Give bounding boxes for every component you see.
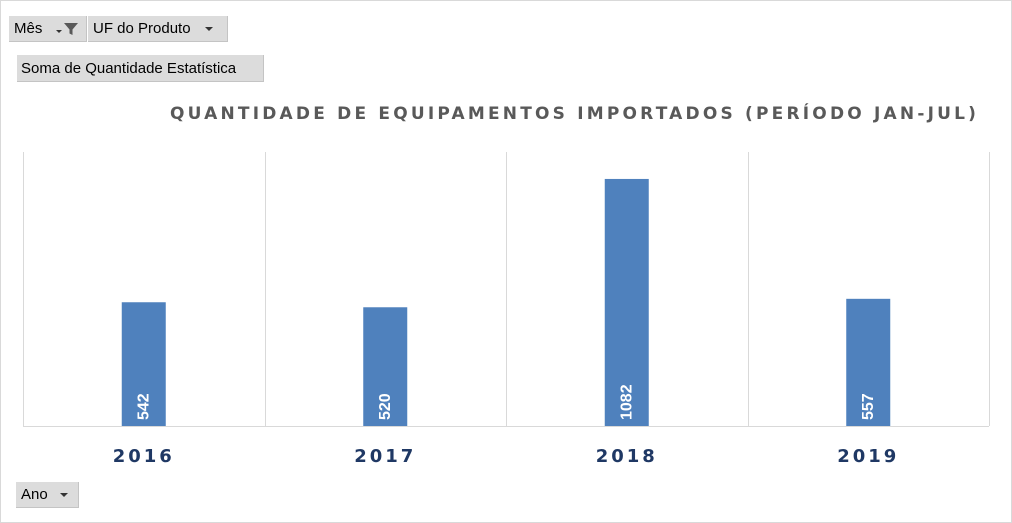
x-tick-label: 2018	[596, 446, 658, 467]
values-field-label: Soma de Quantidade Estatística	[21, 59, 237, 77]
filter-field-uf-produto[interactable]: UF do Produto	[88, 16, 228, 42]
data-label: 1082	[618, 384, 635, 420]
filter-field-month[interactable]: Mês	[9, 16, 87, 42]
chevron-down-icon	[56, 30, 63, 33]
bar	[846, 298, 891, 426]
data-label: 520	[377, 393, 394, 420]
axis-field-year[interactable]: Ano	[16, 482, 79, 508]
filter-field-uf-produto-label: UF do Produto	[93, 20, 191, 37]
bar	[363, 307, 408, 426]
data-label: 542	[135, 393, 152, 420]
data-label: 557	[860, 393, 877, 420]
x-tick-label: 2019	[837, 446, 899, 467]
x-tick-label: 2016	[113, 446, 175, 467]
chevron-down-icon	[204, 26, 213, 31]
filter-field-month-label: Mês	[14, 20, 43, 37]
funnel-icon	[63, 21, 79, 37]
x-tick-label: 2017	[354, 446, 416, 467]
bar	[121, 302, 166, 426]
values-field-button[interactable]: Soma de Quantidade Estatística	[17, 55, 264, 82]
chart-title: QUANTIDADE DE EQUIPAMENTOS IMPORTADOS (P…	[170, 104, 980, 124]
bar	[604, 178, 649, 426]
chevron-down-icon	[59, 492, 68, 497]
axis-field-year-label: Ano	[21, 486, 48, 503]
